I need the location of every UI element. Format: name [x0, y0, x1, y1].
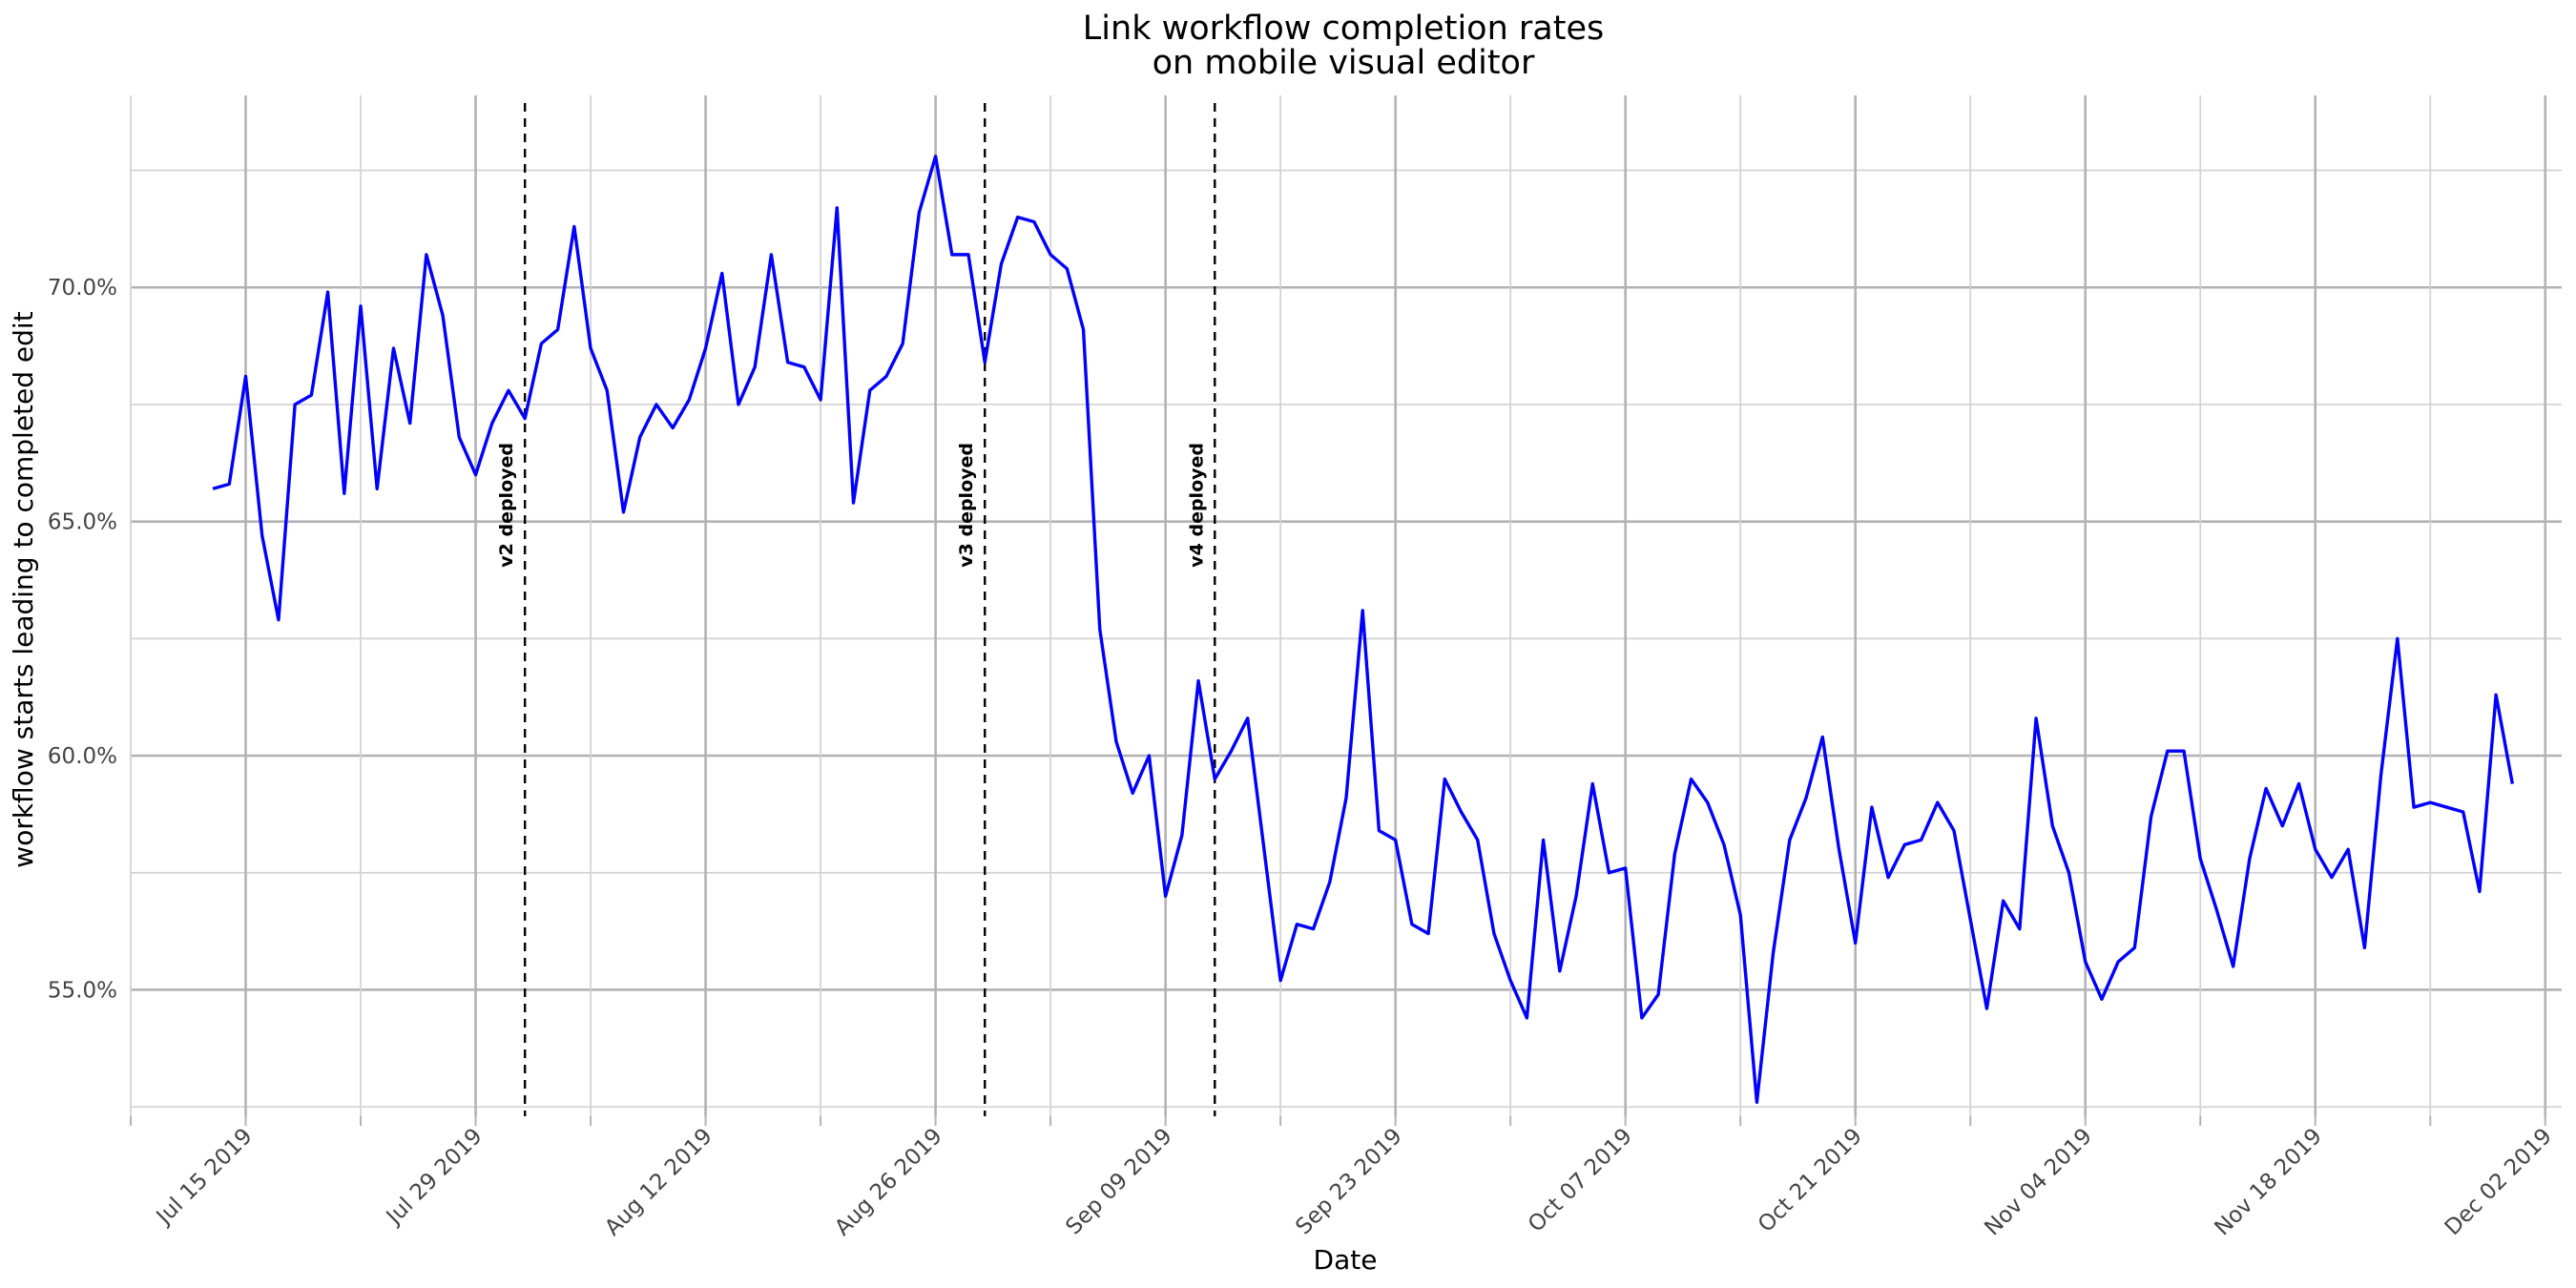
x-tick-label: Aug 12 2019: [600, 1124, 717, 1241]
series-line: [212, 155, 2515, 1104]
y-tick-label: 70.0%: [48, 276, 117, 301]
series-completion-rate: [212, 155, 2515, 1104]
x-tick-label: Oct 07 2019: [1524, 1124, 1637, 1237]
y-tick-label: 55.0%: [48, 978, 117, 1003]
chart-title-line-2: on mobile visual editor: [1153, 44, 1535, 82]
x-tick-label: Sep 09 2019: [1061, 1124, 1176, 1239]
x-tick-label: Jul 15 2019: [151, 1124, 258, 1231]
deployment-label: v2 deployed: [496, 443, 517, 568]
chart-title: Link workflow completion rates on mobile…: [1083, 10, 1604, 82]
x-tick-label: Dec 02 2019: [2441, 1124, 2557, 1240]
y-tick-label: 65.0%: [48, 510, 117, 535]
x-tick-label: Nov 04 2019: [1980, 1124, 2097, 1241]
x-axis-ticks: Jul 15 2019 Jul 29 2019 Aug 12 2019 Aug 26 …: [130, 1116, 2557, 1241]
deployment-markers: v2 deployed v3 deployed v4 deployed: [496, 103, 1216, 1116]
deployment-label: v3 deployed: [956, 443, 977, 568]
y-axis-ticks: 55.0% 60.0% 65.0% 70.0%: [48, 276, 117, 1003]
x-tick-label: Aug 26 2019: [830, 1124, 947, 1241]
x-tick-label: Jul 29 2019: [381, 1124, 488, 1231]
x-axis-title: Date: [1314, 1244, 1378, 1276]
x-tick-label: Sep 23 2019: [1291, 1124, 1406, 1239]
x-tick-label: Oct 21 2019: [1754, 1124, 1867, 1237]
deployment-label: v4 deployed: [1186, 443, 1207, 568]
x-tick-label: Nov 18 2019: [2210, 1124, 2327, 1241]
y-axis-title: workflow starts leading to completed edi…: [8, 311, 39, 867]
y-tick-label: 60.0%: [48, 744, 117, 769]
chart-title-line-1: Link workflow completion rates: [1083, 10, 1604, 48]
grid: [130, 95, 2562, 1116]
